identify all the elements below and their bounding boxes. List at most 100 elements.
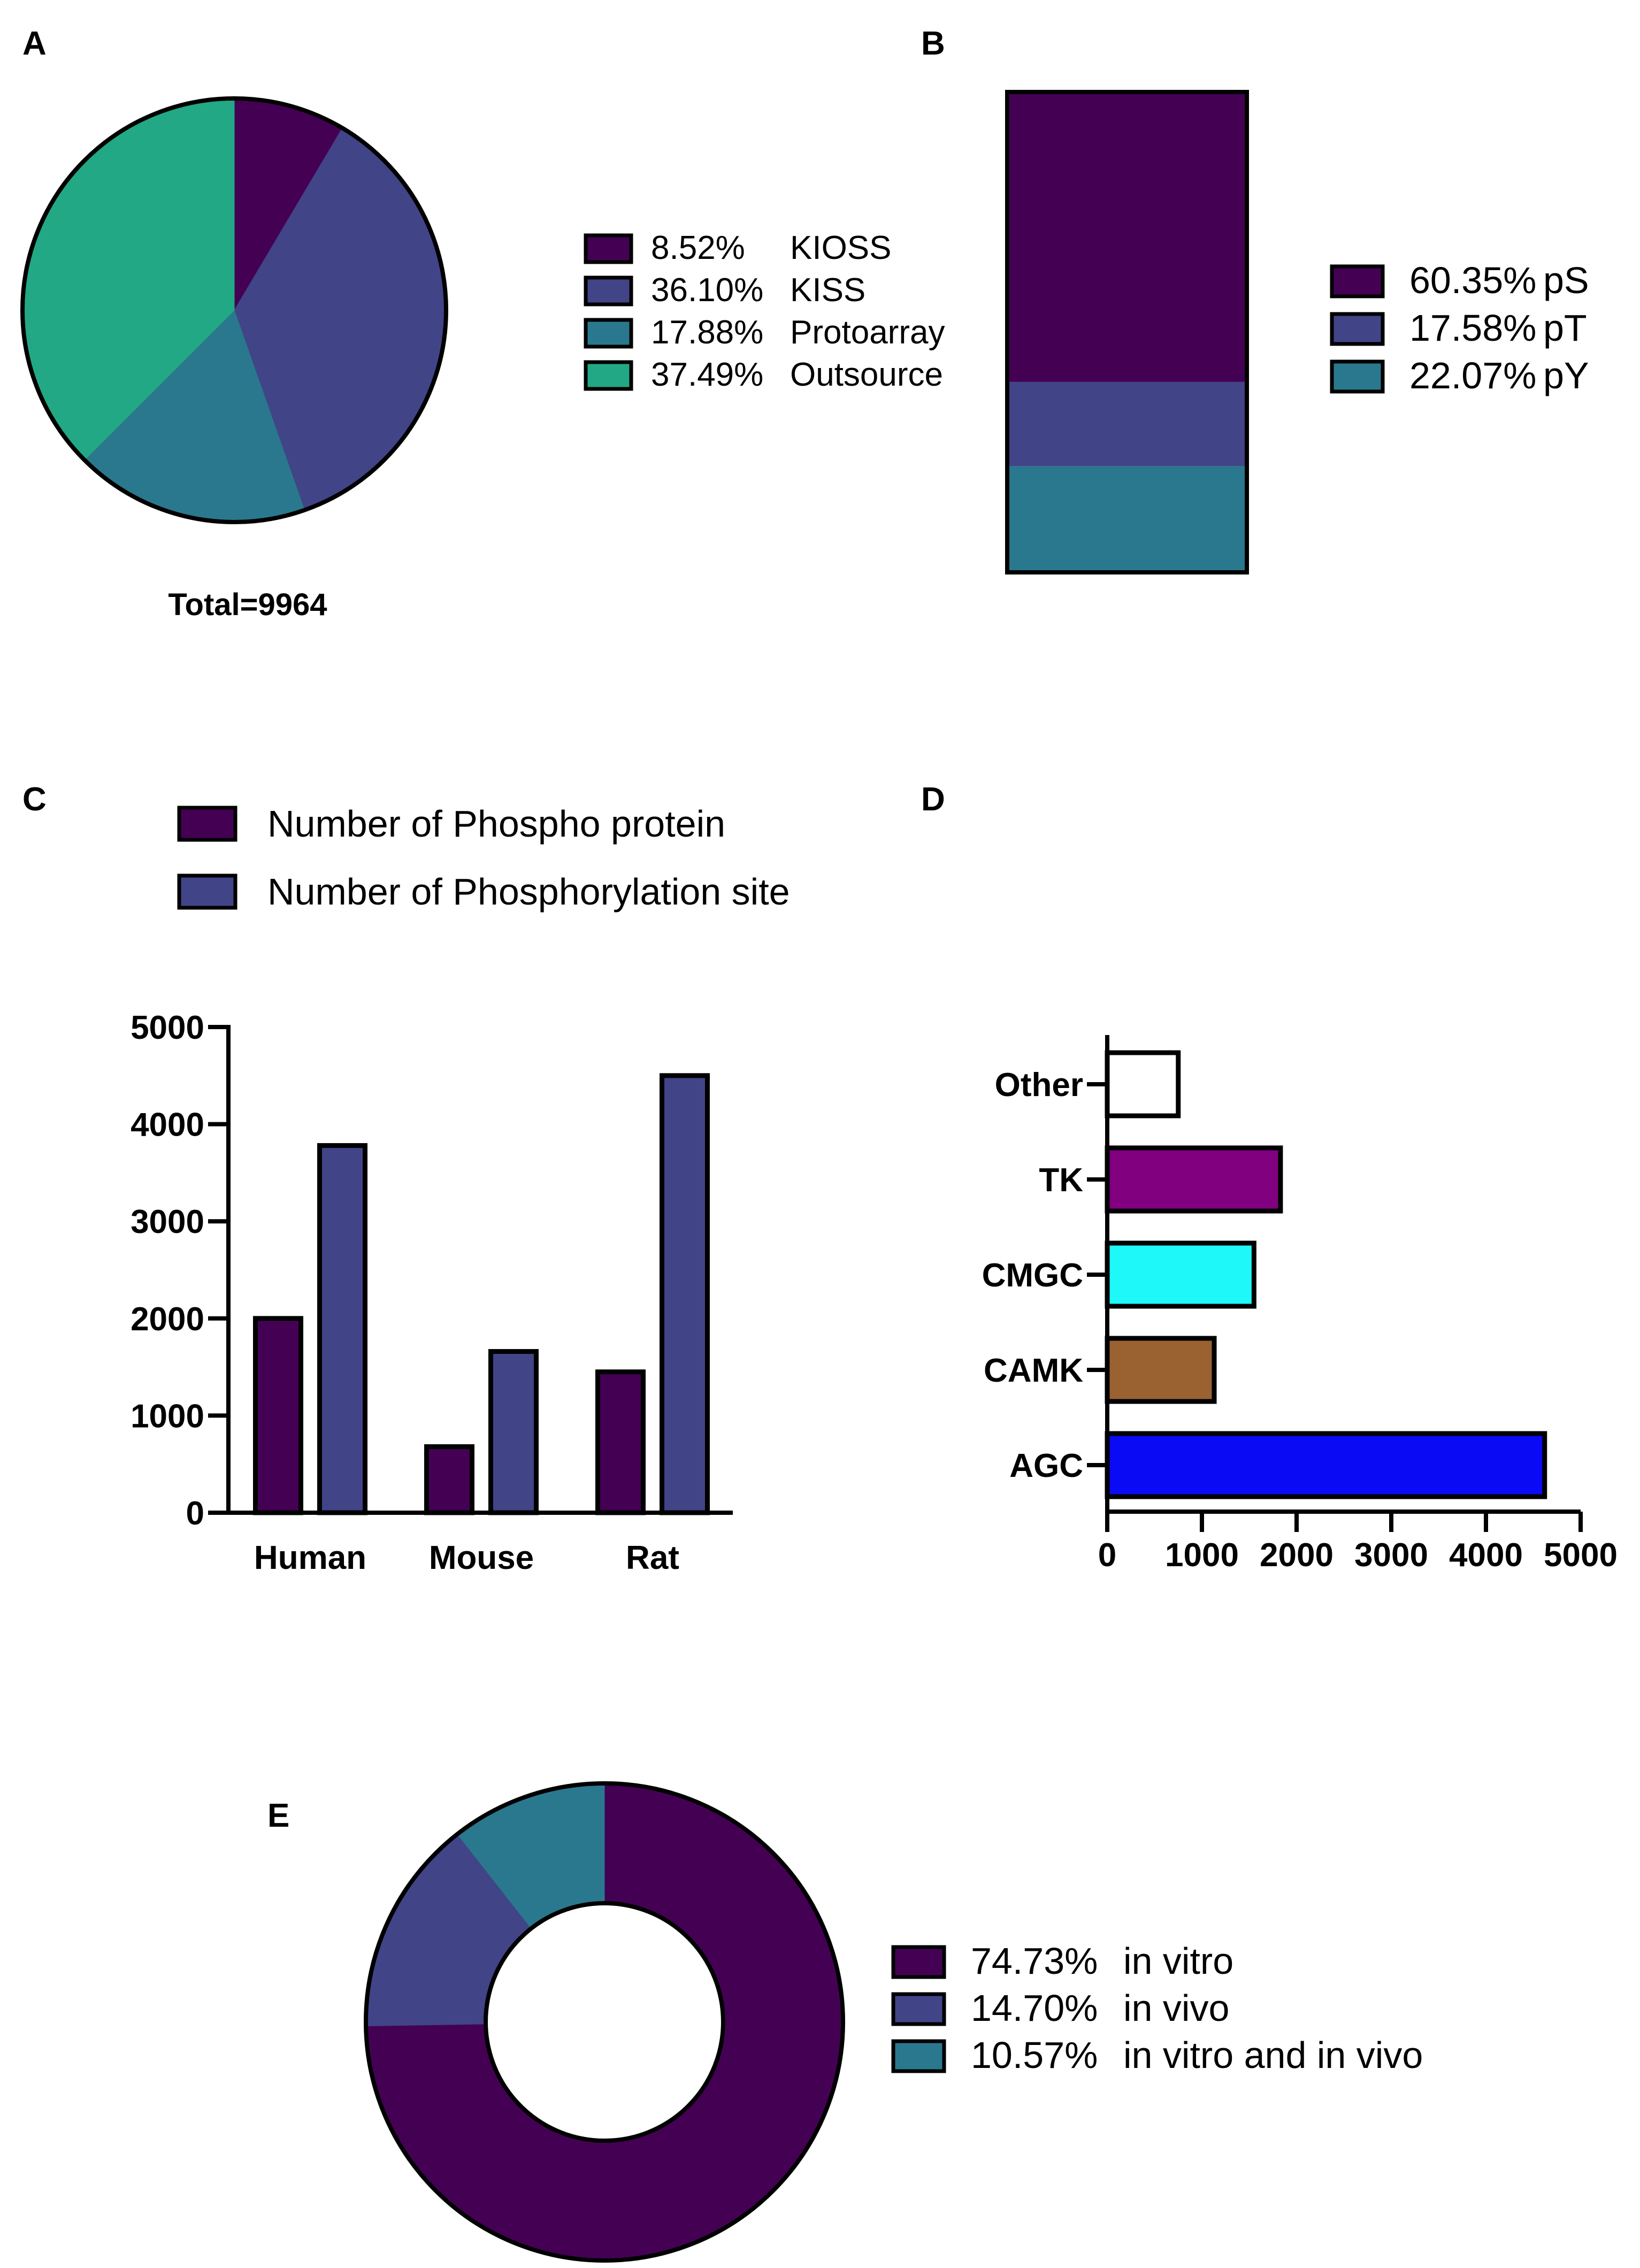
legend-swatch-e-in-vivo <box>891 1992 946 2026</box>
bar-d-camk <box>1105 1336 1217 1404</box>
bar-d-xtick-label: 3000 <box>1354 1537 1428 1574</box>
bar-d-ytick-label-tk: TK <box>1039 1162 1083 1199</box>
legend-label-b-pt: pT <box>1543 307 1587 349</box>
legend-percent-a-kiss: 36.10% <box>651 272 763 309</box>
bar-c-human-protein <box>253 1316 303 1515</box>
bar-c-mouse-site <box>488 1349 539 1515</box>
stack-b-segment-py <box>1007 466 1247 572</box>
panel-label-b: B <box>921 25 945 62</box>
bar-d-ytick-label-camk: CAMK <box>984 1352 1083 1389</box>
legend-swatch-a-protoarray <box>584 318 633 349</box>
legend-percent-e-in-vitro-and-in-vivo: 10.57% <box>971 2034 1098 2076</box>
legend-swatch-c-number-of-phosphorylation-site <box>177 874 237 910</box>
bar-c-ytick-label: 0 <box>186 1495 204 1532</box>
legend-item-c-number-of-phosphorylation-site: Number of Phosphorylation site <box>177 871 790 913</box>
legend-item-e-in-vivo: 14.70% in vivo <box>891 1987 1229 2029</box>
bar-d-cmgc <box>1105 1240 1256 1309</box>
legend-label-a-kioss: KIOSS <box>790 229 892 266</box>
legend-percent-c-number-of-phosphorylation-site: Number of Phosphorylation site <box>267 871 790 913</box>
legend-item-a-kioss: 8.52% KIOSS <box>584 229 892 266</box>
legend-item-b-py: 22.07% pY <box>1330 355 1589 396</box>
panel-label-c: C <box>22 781 47 818</box>
bar-d-xtick-label: 5000 <box>1544 1537 1618 1574</box>
legend-swatch-e-in-vitro <box>891 1945 946 1979</box>
bar-c-ytick-label: 1000 <box>131 1398 204 1435</box>
legend-swatch-b-ps <box>1330 264 1385 298</box>
pie-a-total: Total=9964 <box>168 587 327 622</box>
bar-d-xtick-label: 1000 <box>1165 1537 1239 1574</box>
legend-item-a-kiss: 36.10% KISS <box>584 272 865 309</box>
legend-swatch-a-kioss <box>584 233 633 264</box>
bar-d-ytick-label-cmgc: CMGC <box>982 1257 1083 1294</box>
bar-c-bars <box>253 1073 710 1515</box>
bar-d-ytick-label-other: Other <box>995 1067 1083 1104</box>
legend-percent-e-in-vitro: 74.73% <box>971 1940 1098 1982</box>
bar-c-ytick-label: 5000 <box>131 1009 204 1046</box>
bar-c-xtick-label-human: Human <box>254 1539 366 1576</box>
panel-label-e: E <box>267 1797 289 1834</box>
bar-c-rat-protein <box>595 1369 646 1515</box>
donut-e-outer-ring <box>364 1781 845 2263</box>
bar-d-ytick-label-agc: AGC <box>1009 1447 1083 1484</box>
legend-swatch-a-kiss <box>584 275 633 307</box>
bar-c-xtick-label-rat: Rat <box>626 1539 679 1576</box>
legend-percent-a-outsource: 37.49% <box>651 356 763 393</box>
panel-d-horizontal-bar: Other TK CMGC CAMK AGC 0 1000 2000 3000 4000 5000 <box>982 1035 1618 1574</box>
legend-swatch-b-pt <box>1330 312 1385 346</box>
panel-label-a: A <box>22 25 47 62</box>
legend-item-b-pt: 17.58% pT <box>1330 307 1587 349</box>
panel-e-donut-chart: 74.73% in vitro 14.70% in vivo 10.57% in vitr… <box>364 1781 1423 2263</box>
pie-a-outline <box>20 96 448 524</box>
bar-c-axes: 0 1000 2000 3000 4000 5000 Human Mouse Rat <box>131 1009 733 1576</box>
panel-a-pie-chart: Total=9964 8.52% KIOSS 36.10% KISS 17.88% Pro… <box>20 96 945 622</box>
bar-c-mouse-protein <box>424 1444 474 1515</box>
legend-item-c-number-of-phospho-protein: Number of Phospho protein <box>177 803 725 845</box>
legend-label-b-ps: pS <box>1543 259 1589 301</box>
donut-e-hole <box>484 1901 725 2143</box>
legend-label-e-in-vitro-and-in-vivo: in vitro and in vivo <box>1123 2034 1423 2076</box>
legend-swatch-b-py <box>1330 359 1385 394</box>
bar-c-legend: Number of Phospho protein Number of Phosp… <box>177 803 790 913</box>
legend-percent-a-kioss: 8.52% <box>651 229 745 266</box>
bar-c-ytick-label: 2000 <box>131 1301 204 1338</box>
donut-e-legend: 74.73% in vitro 14.70% in vivo 10.57% in vitr… <box>891 1940 1423 2076</box>
legend-percent-e-in-vivo: 14.70% <box>971 1987 1098 2029</box>
legend-item-e-in-vitro-and-in-vivo: 10.57% in vitro and in vivo <box>891 2034 1423 2076</box>
legend-swatch-e-in-vitro-and-in-vivo <box>891 2039 946 2073</box>
legend-item-e-in-vitro: 74.73% in vitro <box>891 1940 1233 1982</box>
legend-percent-a-protoarray: 17.88% <box>651 314 763 351</box>
legend-percent-b-ps: 60.35% <box>1409 259 1536 301</box>
bar-d-agc <box>1105 1431 1547 1499</box>
bar-c-rat-site <box>660 1073 710 1515</box>
pie-a-slices <box>22 98 447 523</box>
bar-c-ytick-label: 4000 <box>131 1107 204 1144</box>
bar-d-bars <box>1105 1050 1547 1499</box>
legend-percent-b-pt: 17.58% <box>1409 307 1536 349</box>
pie-a-legend: 8.52% KIOSS 36.10% KISS 17.88% Protoarray 37.4… <box>584 229 945 393</box>
bar-c-xtick-label-mouse: Mouse <box>429 1539 534 1576</box>
panel-label-d: D <box>921 781 945 818</box>
legend-label-e-in-vivo: in vivo <box>1123 1987 1229 2029</box>
legend-item-b-ps: 60.35% pS <box>1330 259 1589 301</box>
legend-label-b-py: pY <box>1543 355 1589 396</box>
panel-c-grouped-bar: Number of Phospho protein Number of Phosp… <box>131 803 790 1576</box>
bar-d-xtick-label: 2000 <box>1260 1537 1334 1574</box>
legend-label-a-protoarray: Protoarray <box>790 314 945 351</box>
bar-d-xtick-label: 4000 <box>1449 1537 1523 1574</box>
bar-d-axes: Other TK CMGC CAMK AGC 0 1000 2000 3000 4000 5000 <box>982 1035 1618 1574</box>
bar-c-ytick-label: 3000 <box>131 1204 204 1240</box>
legend-label-a-kiss: KISS <box>790 272 865 309</box>
bar-c-human-site <box>317 1143 367 1515</box>
stack-b-segment-pt <box>1007 381 1247 466</box>
legend-label-e-in-vitro: in vitro <box>1123 1940 1233 1982</box>
legend-item-a-protoarray: 17.88% Protoarray <box>584 314 945 351</box>
legend-percent-b-py: 22.07% <box>1409 355 1536 396</box>
legend-label-a-outsource: Outsource <box>790 356 943 393</box>
bar-d-xtick-label: 0 <box>1098 1537 1116 1574</box>
legend-percent-c-number-of-phospho-protein: Number of Phospho protein <box>267 803 725 845</box>
bar-d-other <box>1105 1050 1181 1118</box>
stack-b-segments <box>1007 92 1247 572</box>
